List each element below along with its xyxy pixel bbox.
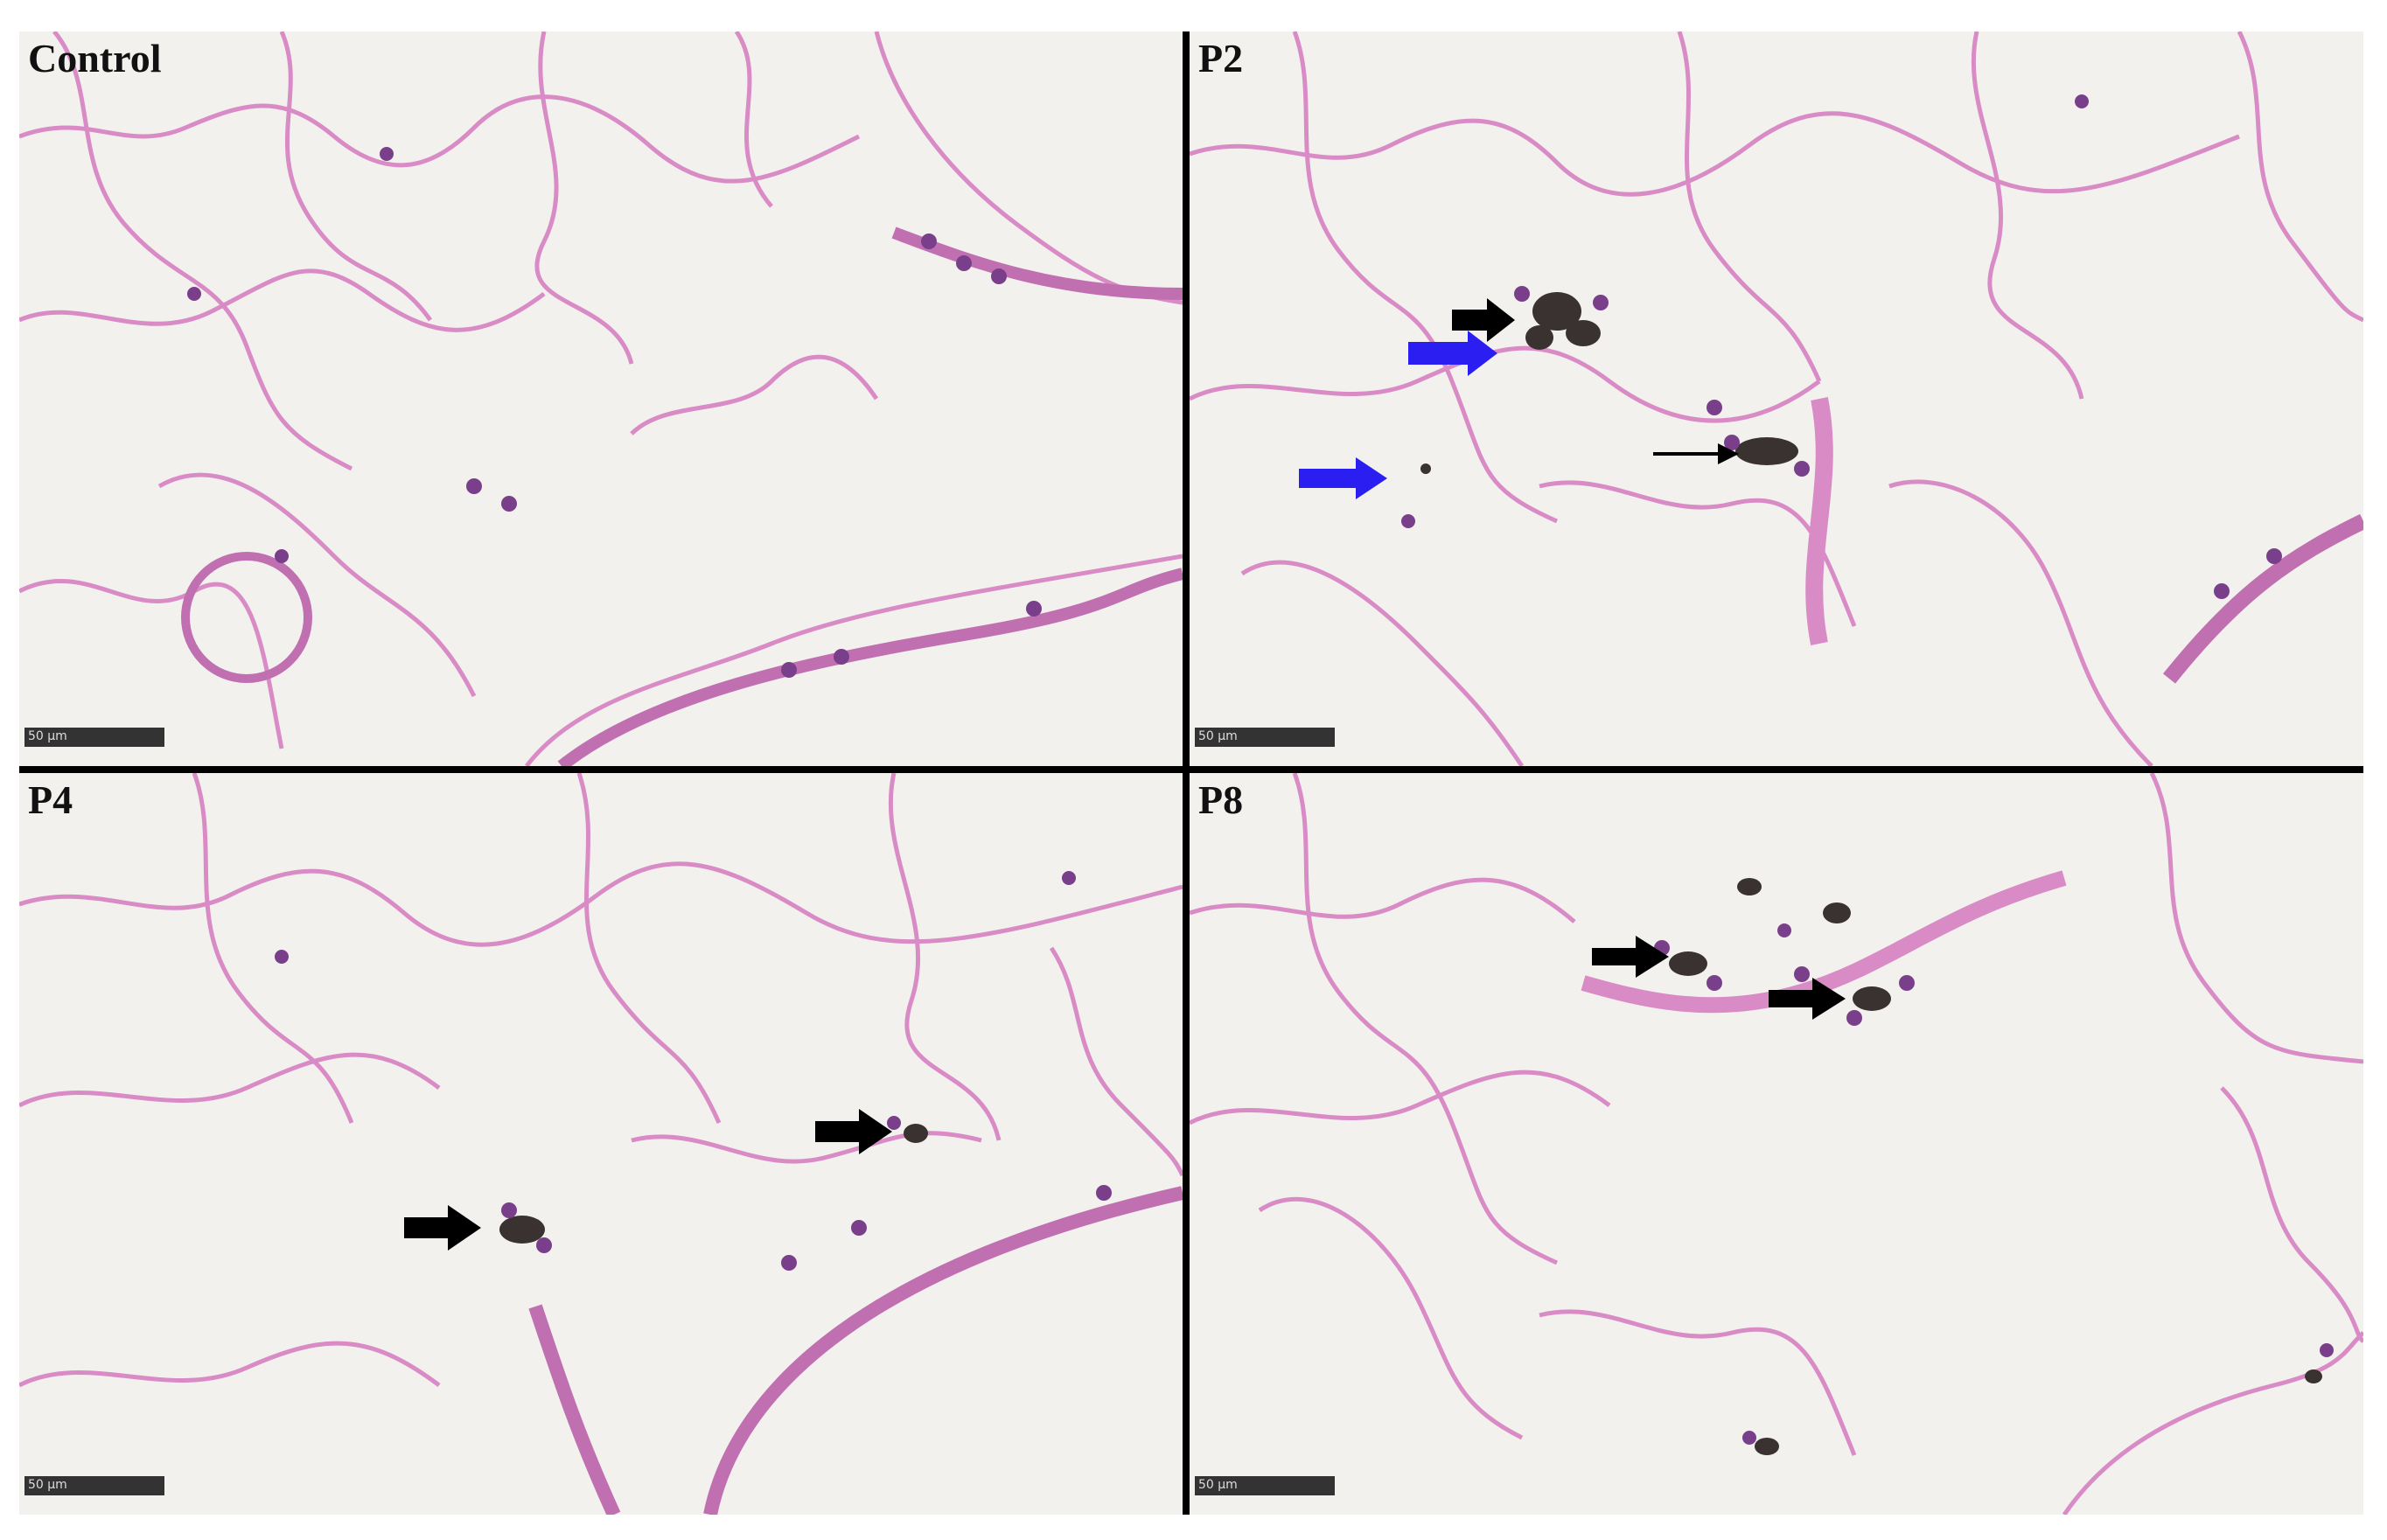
figure-grid: Control 50 µm bbox=[19, 31, 2363, 1515]
black-arrow-icon bbox=[1452, 298, 1515, 342]
panel-p2: P2 50 µm bbox=[1190, 31, 2363, 766]
thin-arrow-icon bbox=[1653, 443, 1739, 464]
panel-label-p4: P4 bbox=[28, 777, 73, 822]
lung-tissue-image bbox=[1190, 31, 2363, 766]
scale-bar-text: 50 µm bbox=[1198, 1478, 1238, 1492]
scale-bar: 50 µm bbox=[24, 1476, 164, 1495]
panel-label-p8: P8 bbox=[1198, 777, 1244, 822]
panel-label-control: Control bbox=[28, 36, 162, 80]
panel-p4: P4 50 µm bbox=[19, 773, 1183, 1515]
panel-control: Control 50 µm bbox=[19, 31, 1183, 766]
black-arrow-icon bbox=[1592, 936, 1669, 978]
panel-label-p2: P2 bbox=[1198, 36, 1244, 80]
scale-bar-text: 50 µm bbox=[28, 1478, 67, 1492]
scale-bar: 50 µm bbox=[1195, 728, 1335, 747]
scale-bar-text: 50 µm bbox=[1198, 729, 1238, 743]
panel-p8: P8 50 µm bbox=[1190, 773, 2363, 1515]
black-arrow-icon bbox=[404, 1205, 481, 1251]
lung-tissue-image bbox=[19, 773, 1183, 1515]
black-arrow-icon bbox=[1769, 978, 1846, 1020]
lung-tissue-image bbox=[19, 31, 1183, 766]
blue-arrow-icon bbox=[1299, 457, 1387, 499]
blue-arrow-icon bbox=[1408, 331, 1497, 376]
scale-bar: 50 µm bbox=[24, 728, 164, 747]
scale-bar-text: 50 µm bbox=[28, 729, 67, 743]
scale-bar: 50 µm bbox=[1195, 1476, 1335, 1495]
lung-tissue-image bbox=[1190, 773, 2363, 1515]
black-arrow-icon bbox=[815, 1109, 892, 1154]
